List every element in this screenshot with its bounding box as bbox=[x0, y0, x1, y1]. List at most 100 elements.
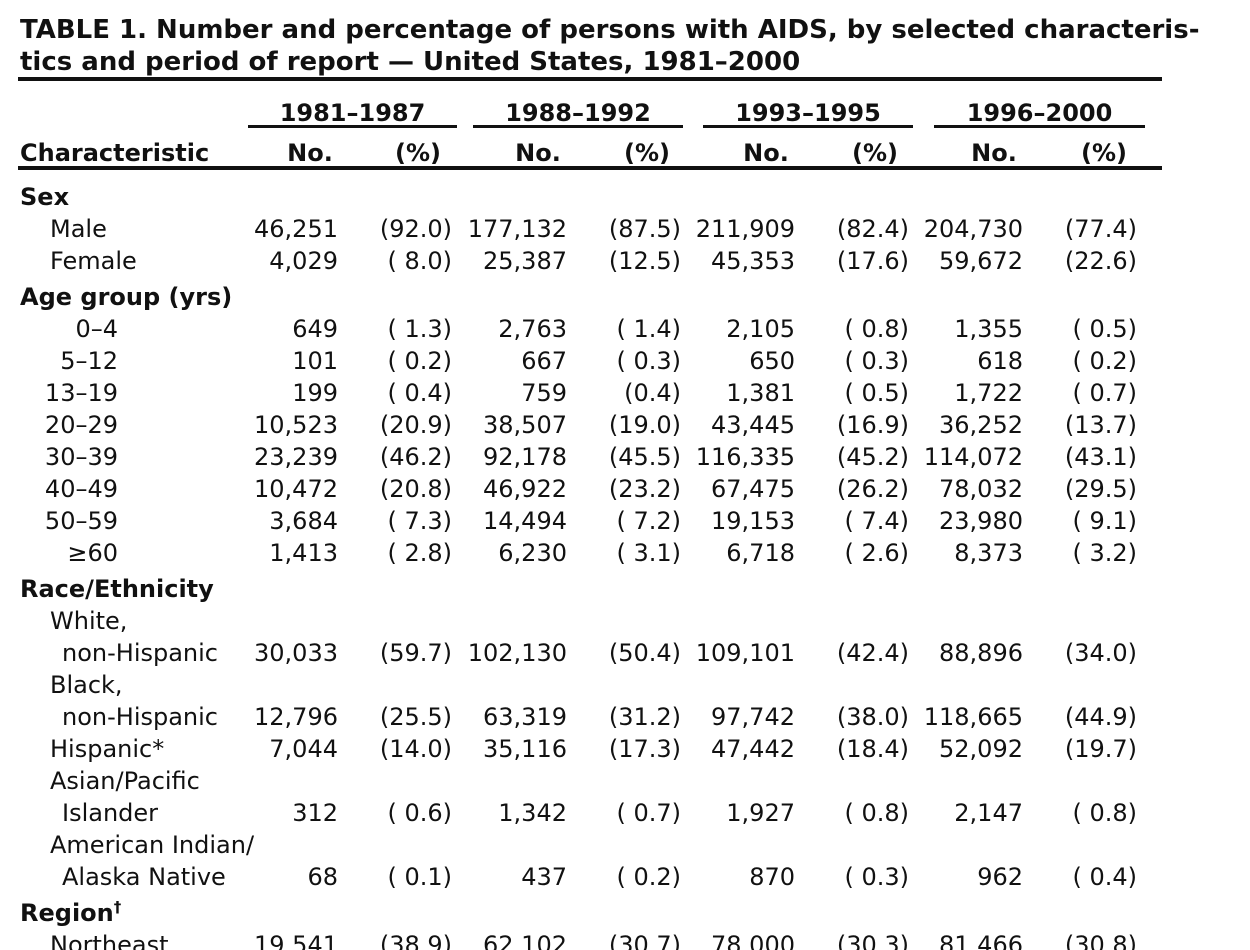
cell: 19,541 bbox=[254, 931, 338, 950]
cell: (25.5) bbox=[380, 703, 452, 731]
section-heading: Race/Ethnicity bbox=[20, 575, 214, 603]
column-group: 1981–1987 bbox=[280, 99, 426, 127]
cell: 870 bbox=[749, 863, 795, 891]
cell: (19.0) bbox=[609, 411, 681, 439]
cell: 101 bbox=[292, 347, 338, 375]
cell: (20.9) bbox=[380, 411, 452, 439]
cell: (14.0) bbox=[380, 735, 452, 763]
cell: 67,475 bbox=[711, 475, 795, 503]
cell: (44.9) bbox=[1065, 703, 1137, 731]
row-label: 5–12 bbox=[60, 347, 118, 375]
cell: 63,319 bbox=[483, 703, 567, 731]
cell: ( 0.1) bbox=[387, 863, 452, 891]
cell: 649 bbox=[292, 315, 338, 343]
cell: (12.5) bbox=[609, 247, 681, 275]
cell: (29.5) bbox=[1065, 475, 1137, 503]
cell: 118,665 bbox=[924, 703, 1023, 731]
section-heading: Age group (yrs) bbox=[20, 283, 232, 311]
row-label: Hispanic* bbox=[50, 735, 164, 763]
cell: 7,044 bbox=[269, 735, 338, 763]
cell: ( 0.8) bbox=[1072, 799, 1137, 827]
cell: ( 0.2) bbox=[387, 347, 452, 375]
cell: ( 0.2) bbox=[1072, 347, 1137, 375]
note-mark: † bbox=[114, 898, 122, 916]
cell: 116,335 bbox=[696, 443, 795, 471]
cell: 78,000 bbox=[711, 931, 795, 950]
cell: ( 0.2) bbox=[616, 863, 681, 891]
cell: ( 0.7) bbox=[616, 799, 681, 827]
row-label: non-Hispanic bbox=[62, 639, 218, 667]
row-label: 20–29 bbox=[45, 411, 118, 439]
cell: (31.2) bbox=[609, 703, 681, 731]
cell: 23,980 bbox=[939, 507, 1023, 535]
column-header: (%) bbox=[395, 139, 441, 167]
cell: ( 3.2) bbox=[1072, 539, 1137, 567]
row-label: Male bbox=[50, 215, 107, 243]
section-heading: Region† bbox=[20, 898, 122, 927]
cell: 38,507 bbox=[483, 411, 567, 439]
rule bbox=[18, 77, 1162, 81]
cell: 2,105 bbox=[726, 315, 795, 343]
cell: (13.7) bbox=[1065, 411, 1137, 439]
cell: 45,353 bbox=[711, 247, 795, 275]
row-label: White, bbox=[50, 607, 127, 635]
cell: 19,153 bbox=[711, 507, 795, 535]
cell: ( 2.6) bbox=[844, 539, 909, 567]
cell: 177,132 bbox=[468, 215, 567, 243]
row-label: 0–4 bbox=[75, 315, 118, 343]
cell: 437 bbox=[521, 863, 567, 891]
cell: (20.8) bbox=[380, 475, 452, 503]
row-label: ≥60 bbox=[67, 539, 118, 567]
group-rule bbox=[703, 125, 913, 128]
cell: (22.6) bbox=[1065, 247, 1137, 275]
row-label: non-Hispanic bbox=[62, 703, 218, 731]
cell: (17.3) bbox=[609, 735, 681, 763]
cell: 312 bbox=[292, 799, 338, 827]
cell: ( 3.1) bbox=[616, 539, 681, 567]
cell: (0.4) bbox=[624, 379, 681, 407]
group-rule bbox=[248, 125, 457, 128]
title-line: TABLE 1. Number and percentage of person… bbox=[20, 15, 1199, 45]
cell: 8,373 bbox=[954, 539, 1023, 567]
cell: (19.7) bbox=[1065, 735, 1137, 763]
row-label: 40–49 bbox=[45, 475, 118, 503]
cell: ( 7.3) bbox=[387, 507, 452, 535]
row-label: 13–19 bbox=[45, 379, 118, 407]
column-header: (%) bbox=[1081, 139, 1127, 167]
column-header: (%) bbox=[852, 139, 898, 167]
cell: 1,355 bbox=[954, 315, 1023, 343]
cell: (30.8) bbox=[1065, 931, 1137, 950]
cell: 92,178 bbox=[483, 443, 567, 471]
column-group: 1996–2000 bbox=[967, 99, 1113, 127]
cell: 759 bbox=[521, 379, 567, 407]
cell: 14,494 bbox=[483, 507, 567, 535]
cell: 62,102 bbox=[483, 931, 567, 950]
cell: 3,684 bbox=[269, 507, 338, 535]
cell: ( 7.2) bbox=[616, 507, 681, 535]
cell: ( 0.3) bbox=[616, 347, 681, 375]
cell: ( 0.4) bbox=[1072, 863, 1137, 891]
cell: (45.2) bbox=[837, 443, 909, 471]
cell: 46,251 bbox=[254, 215, 338, 243]
row-label: Northeast bbox=[50, 931, 169, 950]
row-label: Islander bbox=[62, 799, 158, 827]
cell: 1,413 bbox=[269, 539, 338, 567]
cell: 6,718 bbox=[726, 539, 795, 567]
row-label: Alaska Native bbox=[62, 863, 226, 891]
cell: 1,381 bbox=[726, 379, 795, 407]
group-rule bbox=[473, 125, 683, 128]
cell: (43.1) bbox=[1065, 443, 1137, 471]
cell: (30.3) bbox=[837, 931, 909, 950]
column-header: No. bbox=[515, 139, 561, 167]
cell: 81,466 bbox=[939, 931, 1023, 950]
title-line: tics and period of report — United State… bbox=[20, 47, 800, 77]
cell: 204,730 bbox=[924, 215, 1023, 243]
cell: 102,130 bbox=[468, 639, 567, 667]
cell: (30.7) bbox=[609, 931, 681, 950]
cell: 1,722 bbox=[954, 379, 1023, 407]
cell: 2,147 bbox=[954, 799, 1023, 827]
cell: ( 0.8) bbox=[844, 799, 909, 827]
cell: 23,239 bbox=[254, 443, 338, 471]
cell: (45.5) bbox=[609, 443, 681, 471]
